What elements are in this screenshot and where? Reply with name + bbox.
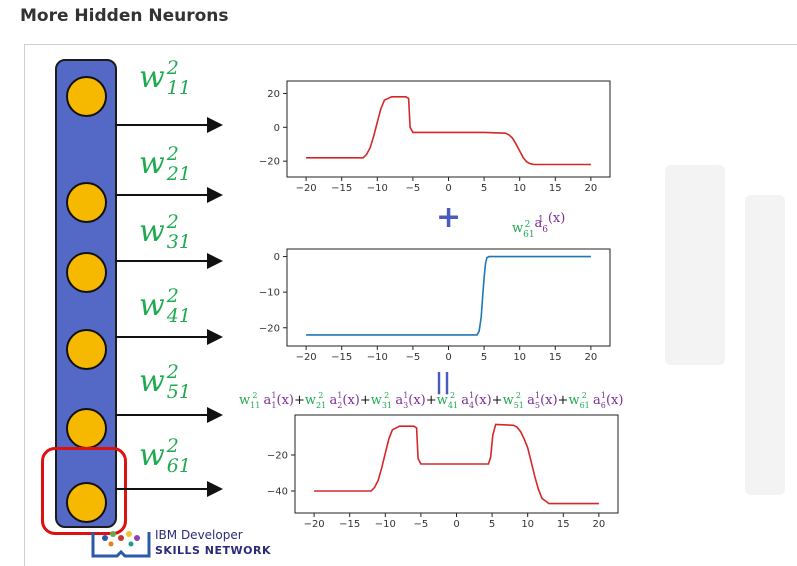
chart-2: −20 −15 −10 −5 0 5 10 15 20 0 −10 −20 — [259, 248, 611, 363]
x-tick-label: −15 — [339, 519, 360, 530]
neuron-6 — [66, 482, 107, 523]
y-tick-label: 20 — [267, 89, 280, 100]
weight-superscript: 2 — [166, 143, 179, 165]
chart-1: −20 −15 −10 −5 0 5 10 15 20 20 0 −20 — [259, 80, 611, 194]
chart-frame — [286, 248, 611, 347]
x-tick-label: −5 — [414, 519, 429, 530]
x-tick-label: 5 — [489, 519, 495, 530]
weight-subscript: 21 — [166, 163, 191, 185]
page-title: More Hidden Neurons — [20, 6, 229, 26]
x-tick-label: 15 — [557, 519, 570, 530]
diagram-svg: w 2 11w 2 21w 2 31w 2 41w 2 51w 2 61 −20 −15 −10 −5 0 5 10… — [115, 57, 623, 530]
x-tick-label: 0 — [445, 352, 451, 363]
y-tick-label: −20 — [259, 157, 280, 168]
series-line — [314, 423, 599, 505]
y-tick-label: −10 — [259, 288, 280, 299]
equals-symbol: || — [435, 370, 451, 395]
x-tick-label: 5 — [481, 183, 487, 194]
x-tick-label: 20 — [585, 183, 598, 194]
y-tick-label: 0 — [274, 123, 280, 134]
weight-subscript: 11 — [167, 77, 191, 99]
neuron-5 — [66, 408, 107, 449]
neuron-1 — [66, 76, 107, 117]
sum-formula: w112 a11(x)+w212 a21(x)+w312 a31(x)+w412… — [239, 391, 623, 410]
weight-label: w 2 61 — [139, 435, 191, 477]
weight-label: w 2 21 — [139, 143, 191, 185]
x-tick-label: −10 — [367, 352, 388, 363]
y-tick-label: −20 — [267, 451, 288, 462]
weight-superscript: 2 — [166, 285, 179, 307]
x-tick-label: 10 — [521, 519, 534, 530]
x-tick-label: −5 — [406, 183, 421, 194]
x-tick-label: 20 — [593, 519, 606, 530]
chart-3: −20 −15 −10 −5 0 5 10 15 20 −20 −40 — [267, 414, 619, 530]
x-tick-label: −20 — [296, 352, 317, 363]
neuron-3 — [66, 252, 107, 293]
highlight-box — [41, 447, 127, 535]
ibm-logo: IBM Developer SKILLS NETWORK — [91, 526, 291, 562]
logo-line2: SKILLS NETWORK — [155, 544, 272, 557]
weight-label: w 2 51 — [139, 361, 191, 403]
x-tick-label: 15 — [549, 352, 562, 363]
weight-label: w 2 11 — [139, 57, 191, 99]
x-tick-label: −15 — [331, 352, 352, 363]
neuron-2 — [66, 182, 107, 223]
x-tick-label: −15 — [331, 183, 352, 194]
x-tick-label: −10 — [375, 519, 396, 530]
y-tick-label: 0 — [274, 252, 280, 263]
weight-subscript: 31 — [167, 231, 191, 253]
neuron-4 — [66, 329, 107, 370]
x-tick-label: −5 — [406, 352, 421, 363]
x-tick-label: 5 — [481, 352, 487, 363]
y-tick-label: −40 — [267, 487, 288, 498]
weight-subscript: 61 — [167, 455, 191, 477]
weight-superscript: 2 — [166, 211, 179, 233]
slide-canvas: w 2 11 w 2 21 w 2 31 w 2 41 w 2 51 w 2 61 −20 −15 −10 −5 0 5 10… — [24, 44, 797, 566]
plus-symbol: + — [436, 200, 461, 235]
watermark-shape — [665, 165, 725, 365]
weight-superscript: 2 — [166, 435, 179, 457]
y-tick-label: −20 — [259, 323, 280, 334]
term-label: w612 a61 (x) — [512, 211, 565, 240]
x-tick-label: −20 — [296, 183, 317, 194]
weight-subscript: 41 — [166, 305, 191, 327]
series-line — [306, 255, 591, 336]
weight-superscript: 2 — [166, 57, 179, 79]
weight-subscript: 51 — [167, 381, 191, 403]
x-tick-label: −20 — [304, 519, 325, 530]
weight-label: w 2 41 — [139, 285, 191, 327]
watermark-shape — [745, 195, 785, 495]
x-tick-label: −10 — [367, 183, 388, 194]
chart-frame — [286, 80, 611, 178]
x-tick-label: 15 — [549, 183, 562, 194]
series-line — [306, 95, 591, 166]
x-tick-label: 10 — [513, 352, 526, 363]
logo-icon — [91, 531, 151, 558]
x-tick-label: 20 — [585, 352, 598, 363]
x-tick-label: 10 — [513, 183, 526, 194]
x-tick-label: 0 — [453, 519, 459, 530]
x-tick-label: 0 — [445, 183, 451, 194]
logo-line1: IBM Developer — [155, 528, 243, 542]
weight-superscript: 2 — [166, 361, 179, 383]
weight-label: w 2 31 — [139, 211, 191, 253]
